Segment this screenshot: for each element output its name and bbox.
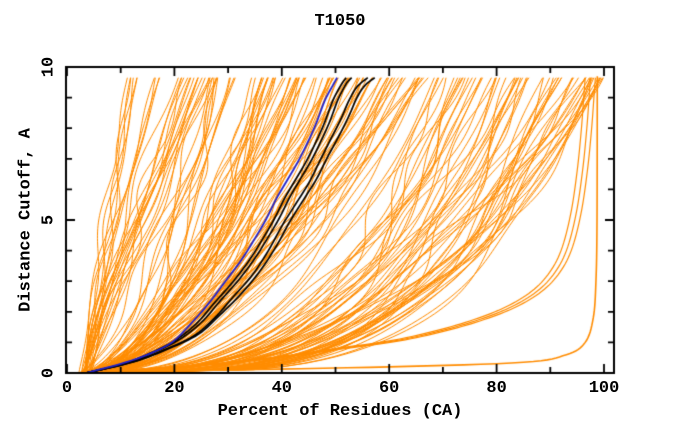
x-axis-label: Percent of Residues (CA) xyxy=(217,402,463,421)
x-tick-label: 20 xyxy=(164,379,185,398)
y-axis-label: Distance Cutoff, A xyxy=(16,128,36,312)
y-tick-label: 0 xyxy=(39,367,59,379)
y-tick-label: 5 xyxy=(39,214,59,226)
x-tick-label: 0 xyxy=(61,379,73,398)
chart-title: T1050 xyxy=(314,12,366,31)
x-tick-label: 100 xyxy=(588,379,620,398)
x-tick-label: 60 xyxy=(378,379,400,398)
y-tick-label: 10 xyxy=(39,56,59,78)
x-tick-label: 40 xyxy=(271,379,292,398)
x-tick-label: 80 xyxy=(486,379,507,398)
